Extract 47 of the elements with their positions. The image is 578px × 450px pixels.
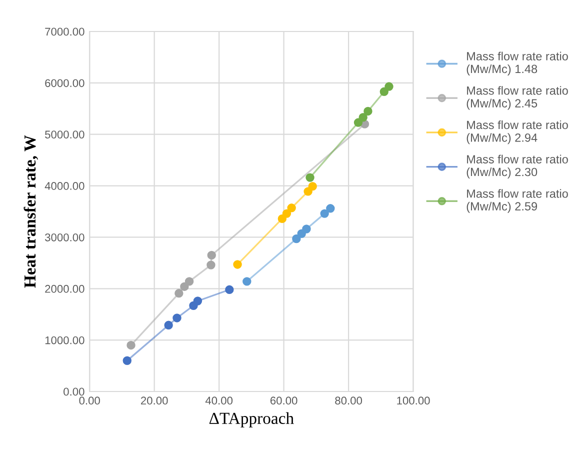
y-tick-label: 6000.00 — [45, 79, 84, 88]
point — [364, 106, 372, 116]
x-tick-label: 100.00 — [397, 396, 430, 405]
legend-label: Mass flow rate ratio (Mw/Mc) 2.94 — [466, 120, 568, 144]
point — [242, 277, 252, 286]
point — [172, 314, 182, 322]
y-tick-label: 2000.00 — [45, 284, 84, 293]
y-axis-title: Heat transfer rate, W — [24, 135, 38, 288]
y-tick-label: 4000.00 — [44, 182, 84, 190]
point — [354, 118, 363, 127]
point — [282, 209, 292, 218]
point — [180, 282, 189, 291]
point — [326, 204, 335, 213]
legend-label: Mass flow rate ratio (Mw/Mc) 2.30 — [466, 154, 568, 178]
x-tick-label: 60.00 — [270, 396, 298, 405]
point — [292, 234, 301, 244]
y-tick-label: 0.00 — [64, 388, 84, 396]
y-tick-label: 1000.00 — [45, 336, 84, 344]
point — [380, 87, 388, 96]
y-tick-label: 5000.00 — [45, 130, 84, 138]
point — [184, 277, 194, 286]
point — [233, 260, 242, 269]
legend-label: Mass flow rate ratio (Mw/Mc) 2.45 — [466, 86, 568, 110]
x-axis-title: ΔTApproach — [209, 412, 294, 428]
point — [164, 320, 173, 330]
legend-label: Mass flow rate ratio (Mw/Mc) 2.59 — [466, 189, 568, 213]
point — [358, 113, 368, 122]
point — [174, 288, 184, 298]
point — [126, 340, 136, 350]
y-tick-label: 3000.00 — [44, 233, 84, 242]
x-tick-label: 80.00 — [335, 396, 362, 405]
x-tick-label: 20.00 — [140, 396, 168, 405]
point — [384, 82, 394, 91]
point — [206, 260, 216, 270]
point — [122, 356, 132, 365]
point — [193, 296, 202, 306]
point — [306, 173, 314, 182]
point — [207, 250, 216, 260]
point — [308, 182, 317, 191]
point — [287, 204, 296, 212]
x-tick-label: 0.00 — [79, 396, 100, 405]
point — [302, 224, 311, 234]
y-tick-label: 7000.00 — [45, 28, 84, 36]
point — [225, 285, 234, 294]
x-tick-label: 40.00 — [205, 396, 233, 405]
legend-label: Mass flow rate ratio (Mw/Mc) 1.48 — [466, 52, 568, 76]
point — [320, 209, 329, 218]
